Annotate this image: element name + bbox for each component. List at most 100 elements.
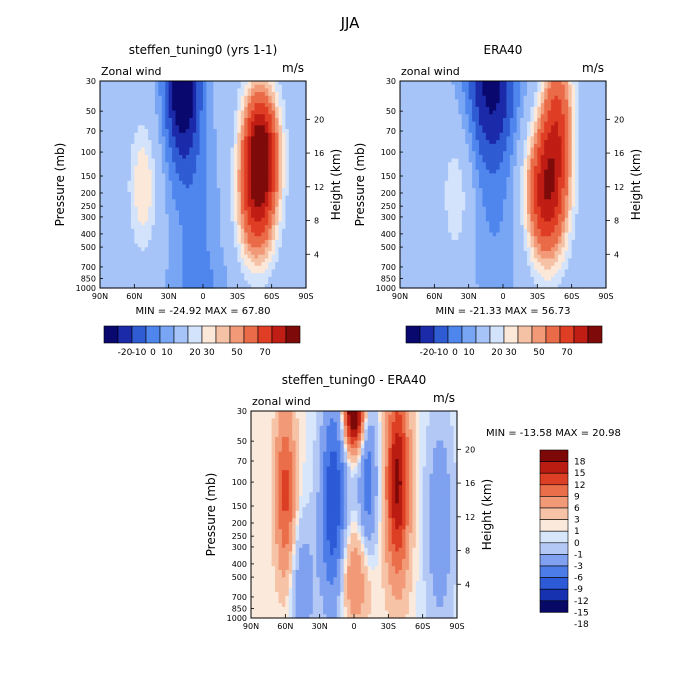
heatmap-cell [581, 114, 586, 119]
heatmap-cell [100, 92, 105, 97]
heatmap-cell [237, 173, 242, 178]
heatmap-cell [199, 239, 204, 245]
heatmap-cell [257, 195, 262, 200]
heatmap-cell [557, 169, 562, 175]
heatmap-cell [264, 188, 269, 193]
heatmap-cell [410, 121, 415, 126]
heatmap-cell [527, 125, 532, 130]
heatmap-cell [568, 99, 573, 104]
heatmap-cell [244, 92, 249, 97]
heatmap-cell [117, 251, 122, 256]
heatmap-cell [448, 173, 453, 178]
heatmap-cell [427, 154, 432, 160]
heatmap-cell [288, 81, 293, 86]
heatmap-cell [216, 177, 221, 182]
heatmap-cell [302, 273, 307, 278]
heatmap-cell [292, 169, 297, 175]
heatmap-cell [127, 132, 132, 138]
heatmap-cell [285, 136, 290, 141]
heatmap-cell [199, 195, 204, 200]
heatmap-cell [216, 143, 221, 149]
heatmap-cell [189, 251, 194, 256]
heatmap-cell [478, 117, 483, 123]
heatmap-cell [213, 177, 218, 182]
heatmap-cell [588, 166, 593, 171]
heatmap-cell [413, 169, 418, 175]
heatmap-cell [468, 132, 473, 138]
heatmap-cell [137, 228, 142, 234]
heatmap-cell [206, 239, 211, 245]
heatmap-cell [268, 243, 273, 248]
heatmap-cell [492, 92, 497, 97]
heatmap-cell [199, 88, 204, 93]
heatmap-cell [237, 106, 242, 112]
heatmap-cell [251, 99, 256, 104]
heatmap-cell [110, 132, 115, 138]
heatmap-cell [117, 166, 122, 171]
heatmap-cell [175, 202, 180, 208]
heatmap-cell [196, 206, 201, 211]
heatmap-cell [148, 280, 153, 285]
heatmap-cell [540, 103, 545, 108]
heatmap-cell [513, 169, 518, 175]
heatmap-cell [203, 184, 208, 189]
heatmap-cell [244, 106, 249, 112]
heatmap-cell [151, 243, 156, 248]
heatmap-cell [158, 81, 163, 86]
heatmap-cell [247, 188, 252, 193]
heatmap-cell [406, 129, 411, 134]
heatmap-cell [192, 154, 197, 160]
heatmap-cell [257, 125, 262, 130]
heatmap-cell [302, 184, 307, 189]
heatmap-cell [575, 151, 580, 156]
heatmap-cell [117, 232, 122, 237]
heatmap-cell [185, 225, 190, 230]
heatmap-cell [223, 81, 228, 86]
heatmap-cell [533, 95, 538, 101]
heatmap-cell [134, 88, 139, 93]
heatmap-cell [302, 106, 307, 112]
heatmap-cell [288, 166, 293, 171]
heatmap-cell [420, 103, 425, 108]
heatmap-cell [158, 177, 163, 182]
heatmap-cell [264, 125, 269, 130]
heatmap-cell [424, 132, 429, 138]
heatmap-cell [192, 195, 197, 200]
heatmap-cell [523, 106, 528, 112]
heatmap-cell [196, 166, 201, 171]
heatmap-cell [192, 243, 197, 248]
heatmap-cell [110, 262, 115, 267]
heatmap-cell [141, 221, 146, 226]
heatmap-cell [275, 232, 280, 237]
heatmap-cell [247, 251, 252, 256]
heatmap-cell [288, 143, 293, 149]
heatmap-cell [124, 143, 129, 149]
heatmap-cell [151, 262, 156, 267]
heatmap-cell [203, 191, 208, 197]
heatmap-cell [281, 151, 286, 156]
heatmap-cell [130, 251, 135, 256]
heatmap-cell [588, 117, 593, 123]
heatmap-cell [281, 273, 286, 278]
heatmap-cell [134, 154, 139, 160]
heatmap-cell [172, 151, 177, 156]
heatmap-cell [189, 243, 194, 248]
heatmap-cell [100, 273, 105, 278]
heatmap-cell [427, 114, 432, 119]
heatmap-cell [292, 151, 297, 156]
heatmap-cell [144, 206, 149, 211]
heatmap-cell [192, 239, 197, 245]
heatmap-cell [485, 151, 490, 156]
heatmap-cell [148, 273, 153, 278]
heatmap-cell [420, 95, 425, 101]
heatmap-cell [178, 217, 183, 223]
heatmap-cell [206, 81, 211, 86]
heatmap-cell [100, 247, 105, 252]
heatmap-cell [206, 177, 211, 182]
heatmap-cell [540, 154, 545, 160]
heatmap-cell [588, 92, 593, 97]
heatmap-cell [209, 225, 214, 230]
heatmap-cell [137, 84, 142, 89]
heatmap-cell [196, 228, 201, 234]
heatmap-cell [441, 162, 446, 167]
